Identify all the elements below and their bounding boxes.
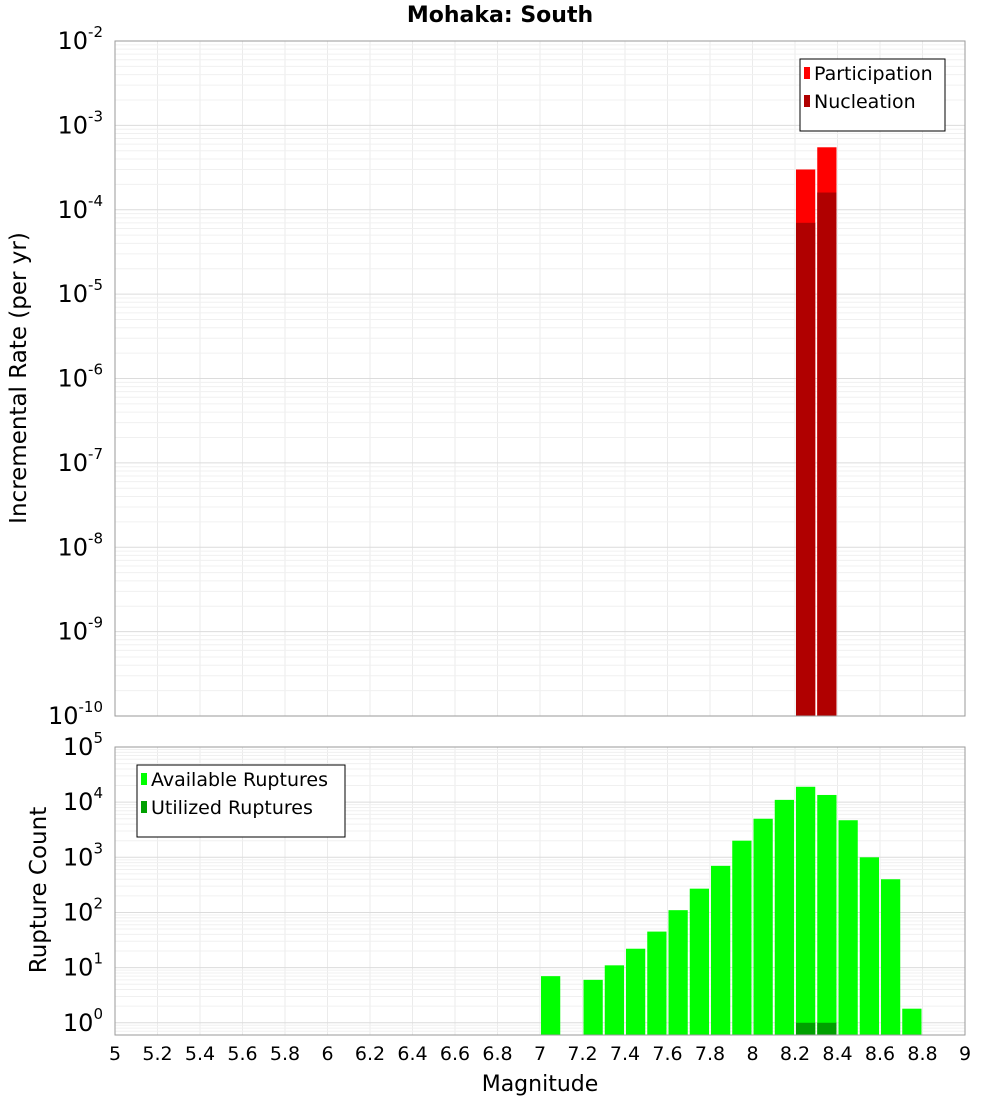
x-tick-label: 5.2 bbox=[142, 1043, 172, 1065]
bottom-y-tick-label: 100 bbox=[63, 1005, 103, 1037]
top-y-tick-label: 10-9 bbox=[57, 614, 103, 646]
bottom-bar-available-ruptures bbox=[732, 840, 752, 1035]
top-bar-nucleation bbox=[796, 222, 816, 716]
top-legend bbox=[799, 58, 946, 132]
bottom-bar-available-ruptures bbox=[859, 857, 879, 1035]
x-tick-label: 6.6 bbox=[440, 1043, 470, 1065]
top-y-tick-label: 10-4 bbox=[57, 192, 103, 224]
bottom-bar-available-ruptures bbox=[838, 820, 858, 1035]
bottom-bar-available-ruptures bbox=[817, 794, 837, 1035]
bottom-legend-label: Available Ruptures bbox=[151, 769, 328, 791]
top-legend-label: Participation bbox=[814, 63, 933, 85]
top-y-axis-label: Incremental Rate (per yr) bbox=[6, 232, 32, 524]
x-tick-label: 5.6 bbox=[227, 1043, 257, 1065]
x-tick-label: 8.2 bbox=[780, 1043, 810, 1065]
bottom-bar-available-ruptures bbox=[689, 888, 709, 1035]
x-tick-label: 7 bbox=[534, 1043, 546, 1065]
bottom-bar-utilized-ruptures bbox=[817, 1022, 837, 1035]
bottom-bar-available-ruptures bbox=[902, 1008, 922, 1035]
top-legend-swatch bbox=[804, 95, 810, 107]
x-tick-label: 8.8 bbox=[907, 1043, 937, 1065]
bottom-bar-utilized-ruptures bbox=[796, 1022, 816, 1035]
x-axis-label: Magnitude bbox=[482, 1072, 599, 1097]
x-tick-label: 6.8 bbox=[482, 1043, 512, 1065]
x-tick-label: 8.4 bbox=[822, 1043, 852, 1065]
bottom-bar-available-ruptures bbox=[796, 786, 816, 1035]
x-tick-label: 9 bbox=[959, 1043, 971, 1065]
bottom-bar-available-ruptures bbox=[711, 865, 731, 1035]
bottom-y-tick-label: 105 bbox=[63, 729, 103, 761]
x-tick-label: 7.6 bbox=[652, 1043, 682, 1065]
bottom-y-tick-label: 104 bbox=[63, 784, 103, 816]
bottom-y-tick-label: 103 bbox=[63, 839, 103, 871]
x-tick-label: 8 bbox=[746, 1043, 758, 1065]
bottom-bar-available-ruptures bbox=[753, 818, 773, 1035]
x-tick-label: 7.2 bbox=[567, 1043, 597, 1065]
top-y-tick-label: 10-3 bbox=[57, 107, 103, 139]
top-bar-nucleation bbox=[817, 192, 837, 717]
x-tick-label: 7.4 bbox=[610, 1043, 640, 1065]
bottom-legend-label: Utilized Ruptures bbox=[151, 797, 313, 819]
top-y-tick-label: 10-8 bbox=[57, 529, 103, 561]
top-plot-border bbox=[114, 40, 966, 717]
top-y-tick-label: 10-7 bbox=[57, 445, 103, 477]
bottom-legend-swatch bbox=[141, 801, 147, 813]
x-tick-label: 7.8 bbox=[695, 1043, 725, 1065]
top-legend-swatch bbox=[804, 67, 810, 79]
x-tick-label: 5.4 bbox=[185, 1043, 215, 1065]
bottom-y-tick-label: 102 bbox=[63, 894, 103, 926]
bottom-bar-available-ruptures bbox=[626, 948, 646, 1035]
bottom-bar-available-ruptures bbox=[668, 910, 688, 1035]
x-tick-label: 6.2 bbox=[355, 1043, 385, 1065]
bottom-bar-available-ruptures bbox=[881, 879, 901, 1035]
bottom-bar-available-ruptures bbox=[774, 799, 794, 1035]
x-tick-label: 5 bbox=[109, 1043, 121, 1065]
x-tick-label: 5.8 bbox=[270, 1043, 300, 1065]
bottom-bar-available-ruptures bbox=[604, 965, 624, 1035]
bottom-bar-available-ruptures bbox=[541, 976, 561, 1035]
bottom-bar-available-ruptures bbox=[647, 931, 667, 1035]
x-tick-label: 8.6 bbox=[865, 1043, 895, 1065]
bottom-y-tick-label: 101 bbox=[63, 950, 103, 982]
top-y-tick-label: 10-6 bbox=[57, 361, 103, 393]
bottom-bar-available-ruptures bbox=[583, 979, 603, 1035]
bottom-y-axis-label: Rupture Count bbox=[26, 807, 52, 973]
top-y-tick-label: 10-5 bbox=[57, 276, 103, 308]
x-tick-label: 6.4 bbox=[397, 1043, 427, 1065]
x-tick-label: 6 bbox=[321, 1043, 333, 1065]
bottom-legend bbox=[136, 764, 346, 838]
bottom-legend-swatch bbox=[141, 773, 147, 785]
top-y-tick-label: 10-10 bbox=[48, 698, 103, 730]
top-y-tick-label: 10-2 bbox=[57, 23, 103, 55]
bottom-plot-border bbox=[114, 746, 966, 1036]
chart-title: Mohaka: South bbox=[407, 3, 593, 28]
top-legend-label: Nucleation bbox=[814, 91, 916, 113]
